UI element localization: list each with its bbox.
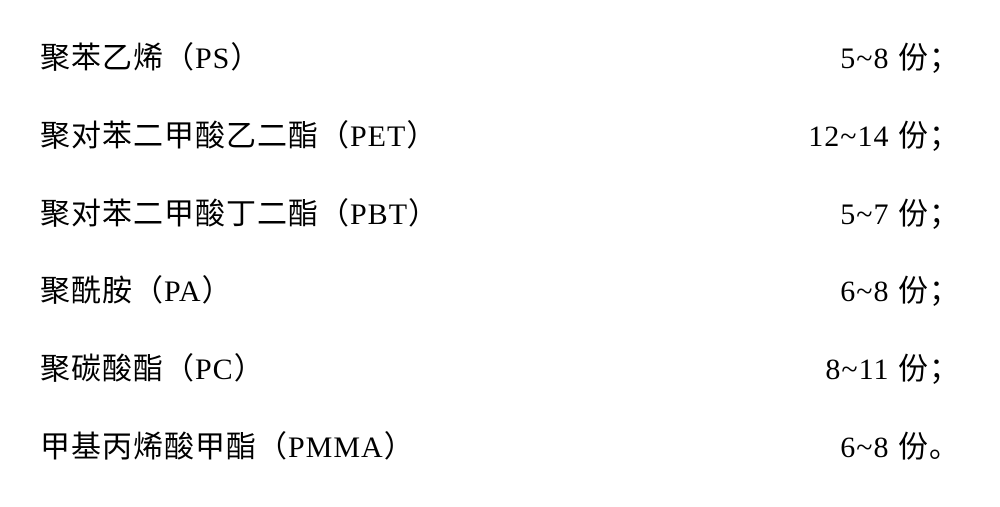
material-name: 甲基丙烯酸甲酯（PMMA） bbox=[40, 421, 415, 475]
table-row: 聚酰胺（PA） 6~8 份； bbox=[40, 265, 960, 319]
composition-table: 聚苯乙烯（PS） 5~8 份； 聚对苯二甲酸乙二酯（PET） 12~14 份； … bbox=[40, 20, 960, 487]
material-name: 聚苯乙烯（PS） bbox=[40, 32, 261, 86]
table-row: 聚对苯二甲酸乙二酯（PET） 12~14 份； bbox=[40, 110, 960, 164]
material-amount: 12~14 份； bbox=[808, 110, 960, 164]
material-amount: 6~8 份。 bbox=[840, 421, 960, 475]
table-row: 聚对苯二甲酸丁二酯（PBT） 5~7 份； bbox=[40, 188, 960, 242]
material-amount: 5~8 份； bbox=[840, 32, 960, 86]
table-row: 聚苯乙烯（PS） 5~8 份； bbox=[40, 32, 960, 86]
material-amount: 6~8 份； bbox=[840, 265, 960, 319]
table-row: 聚碳酸酯（PC） 8~11 份； bbox=[40, 343, 960, 397]
material-amount: 8~11 份； bbox=[825, 343, 960, 397]
material-amount: 5~7 份； bbox=[840, 188, 960, 242]
material-name: 聚碳酸酯（PC） bbox=[40, 343, 265, 397]
material-name: 聚对苯二甲酸乙二酯（PET） bbox=[40, 110, 437, 164]
material-name: 聚酰胺（PA） bbox=[40, 265, 233, 319]
material-name: 聚对苯二甲酸丁二酯（PBT） bbox=[40, 188, 439, 242]
table-row: 甲基丙烯酸甲酯（PMMA） 6~8 份。 bbox=[40, 421, 960, 475]
